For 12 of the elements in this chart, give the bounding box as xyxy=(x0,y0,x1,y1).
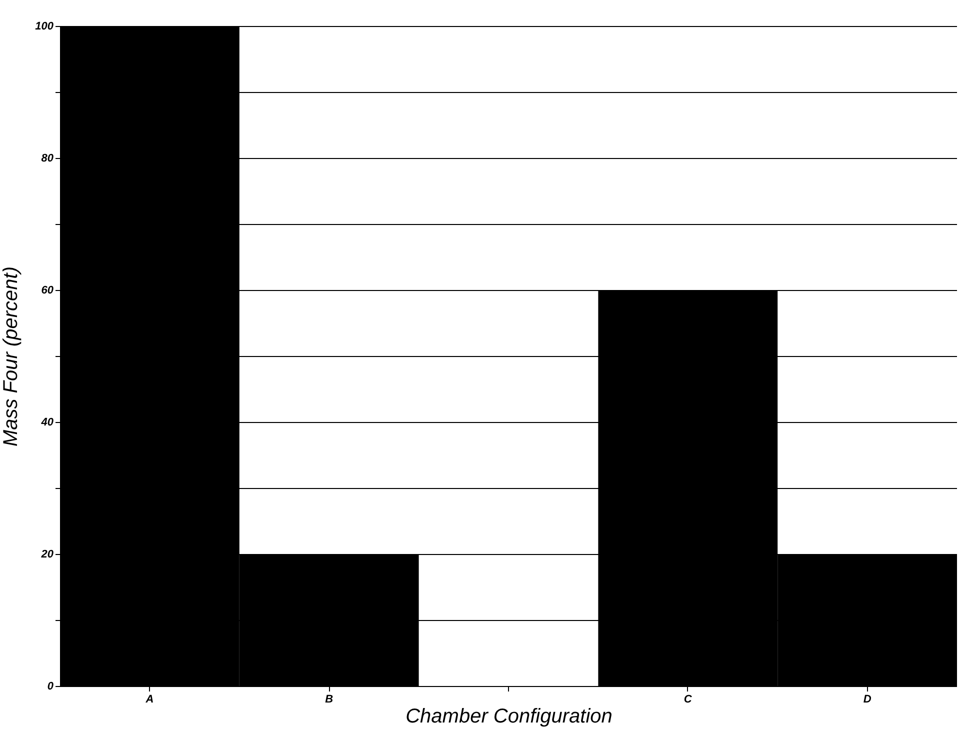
x-tick-label: A xyxy=(144,694,154,706)
x-tick-label: D xyxy=(863,694,872,706)
x-axis-title: Chamber Configuration xyxy=(406,706,612,728)
y-tick-label: 80 xyxy=(41,152,54,164)
y-tick-label: 60 xyxy=(41,284,54,296)
y-tick-label: 40 xyxy=(40,416,54,428)
y-tick-label: 0 xyxy=(47,680,54,692)
x-tick-label: B xyxy=(325,694,334,706)
y-axis-title: Mass Four (percent) xyxy=(0,266,22,447)
x-tick-label: C xyxy=(684,694,693,706)
y-tick-label: 20 xyxy=(40,548,54,560)
y-tick-label: 100 xyxy=(35,20,54,32)
